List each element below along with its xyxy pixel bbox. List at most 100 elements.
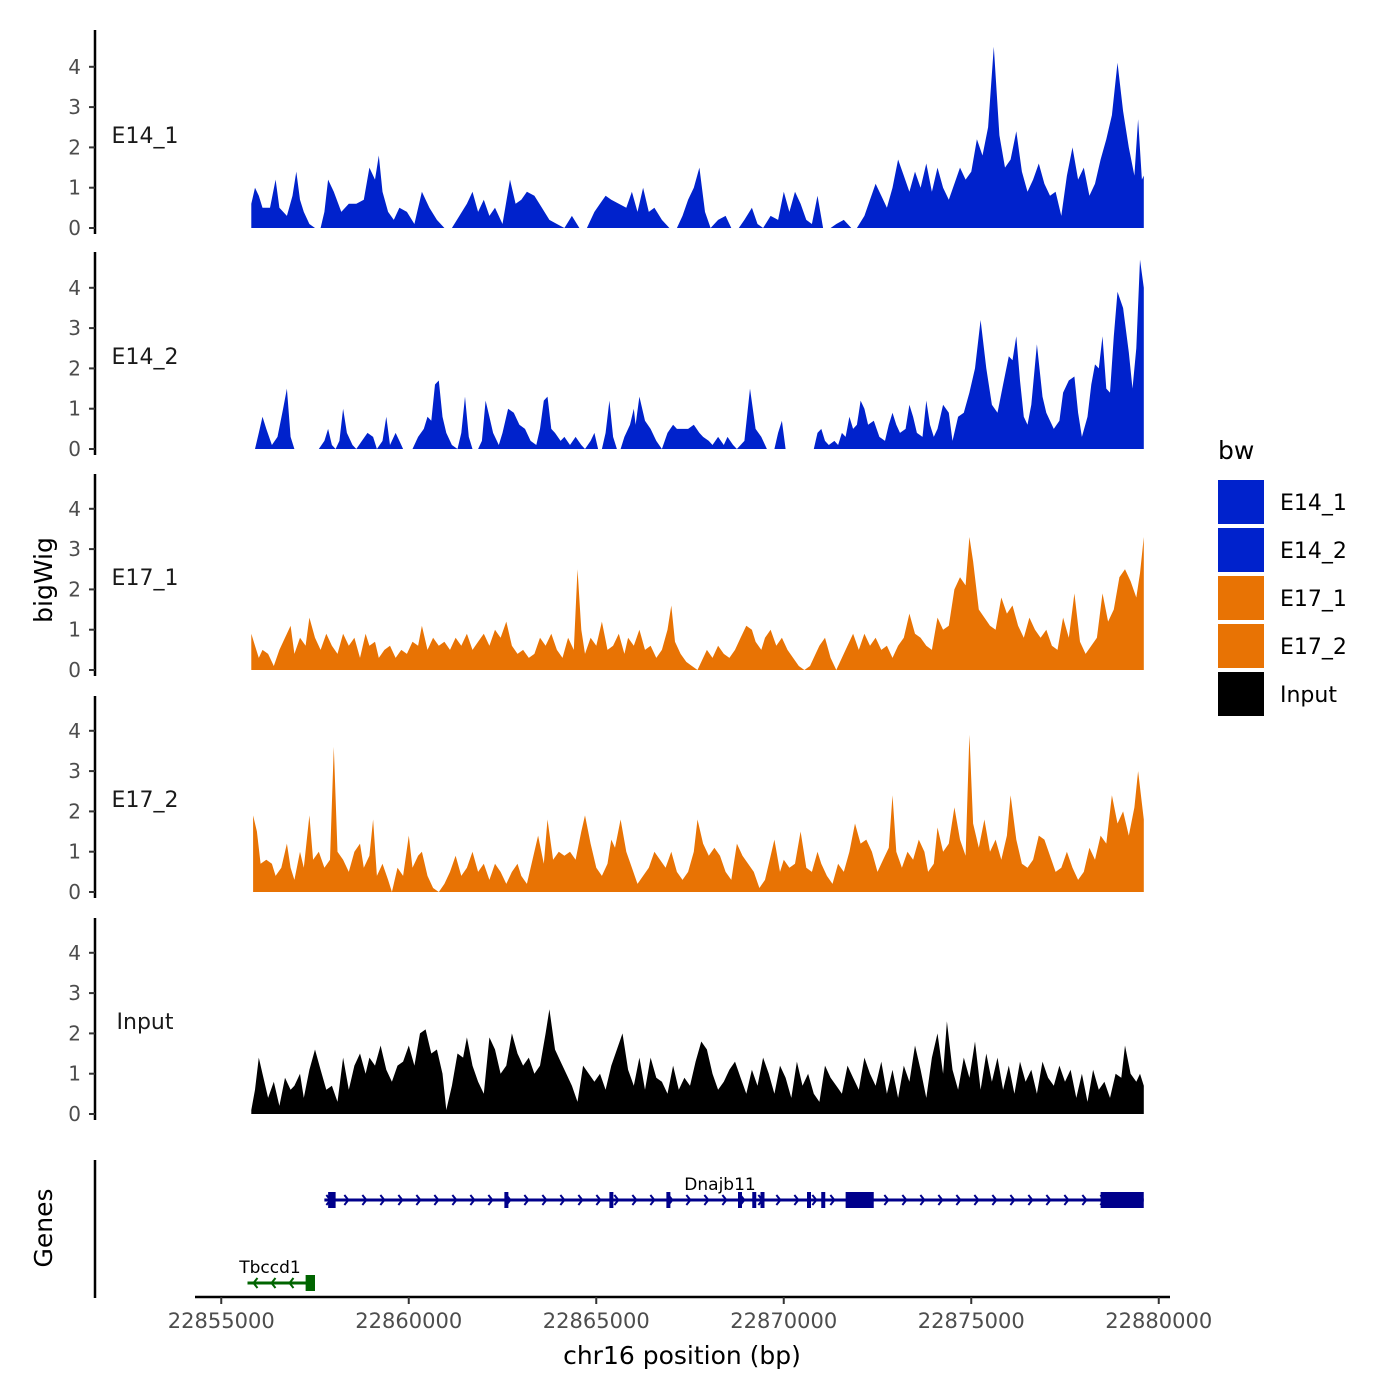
x-axis: 22855000 22860000 22865000 22870000 22875000…: [168, 1295, 1212, 1333]
strand-arrow: [469, 1194, 476, 1206]
legend-label: Input: [1280, 683, 1337, 708]
strand-arrow: [1045, 1194, 1052, 1206]
y-tick-label: 2: [68, 577, 81, 601]
strand-arrow: [829, 1194, 836, 1206]
gene-label: Dnajb11: [684, 1175, 755, 1195]
coverage-area-E17_1: [251, 537, 1144, 670]
strand-arrow: [685, 1194, 692, 1206]
y-tick-label: 0: [68, 880, 81, 904]
y-tick-label: 2: [68, 1021, 81, 1045]
exon: [738, 1192, 742, 1208]
strand-arrow: [721, 1194, 728, 1206]
legend-key-E14_2: [1218, 528, 1264, 572]
y-tick-label: 0: [68, 216, 81, 240]
exon: [760, 1192, 765, 1208]
coverage-tracks: 0 1 2 3 4 E14_1 0 1 2 3 4 E14_2 0 1 2 3 4 E17_1 0 1 2 3 4 E17_2…: [68, 30, 1144, 1126]
strand-arrow: [379, 1194, 386, 1206]
y-tick-label: 0: [68, 437, 81, 461]
exon: [328, 1192, 336, 1208]
strand-arrow: [1081, 1194, 1088, 1206]
strand-arrow: [577, 1194, 584, 1206]
y-tick-label: 4: [68, 55, 81, 79]
y-tick-label: 0: [68, 658, 81, 682]
exon: [504, 1192, 509, 1208]
track-E17_1: 0 1 2 3 4 E17_1: [68, 474, 1144, 682]
strand-arrow: [487, 1194, 494, 1206]
exon: [821, 1192, 826, 1208]
x-tick-label: 22855000: [168, 1309, 275, 1333]
y-tick-label: 0: [68, 1102, 81, 1126]
legend-label: E14_1: [1280, 491, 1347, 516]
strand-arrow: [1009, 1194, 1016, 1206]
y-tick-label: 3: [68, 981, 81, 1005]
genes-track-label: Genes: [29, 1188, 58, 1267]
strand-arrow: [883, 1194, 890, 1206]
y-tick-label: 3: [68, 759, 81, 783]
gene-Dnajb11: Dnajb11: [324, 1175, 1144, 1208]
strand-arrow: [361, 1194, 368, 1206]
legend-key-E17_2: [1218, 624, 1264, 668]
track-label: E17_1: [112, 566, 179, 591]
strand-arrow: [613, 1194, 620, 1206]
track-label: E14_2: [112, 345, 179, 370]
strand-arrow: [703, 1194, 710, 1206]
genes-track: Dnajb11 Tbccd1: [93, 1160, 1144, 1298]
strand-arrow: [793, 1194, 800, 1206]
x-tick-label: 22860000: [355, 1309, 462, 1333]
strand-arrow: [775, 1194, 782, 1206]
track-E17_2: 0 1 2 3 4 E17_2: [68, 696, 1144, 904]
strand-arrow: [270, 1277, 277, 1289]
y-tick-label: 1: [68, 1062, 81, 1086]
strand-arrow: [288, 1277, 295, 1289]
legend-key-E17_1: [1218, 576, 1264, 620]
exon: [609, 1192, 614, 1208]
y-tick-label: 3: [68, 316, 81, 340]
strand-arrow: [433, 1194, 440, 1206]
gene-label: Tbccd1: [238, 1258, 300, 1278]
strand-arrow: [541, 1194, 548, 1206]
strand-arrow: [901, 1194, 908, 1206]
y-tick-label: 4: [68, 497, 81, 521]
gene-Tbccd1: Tbccd1: [238, 1258, 315, 1291]
strand-arrow: [1063, 1194, 1070, 1206]
exon: [666, 1192, 671, 1208]
x-tick-label: 22880000: [1105, 1309, 1212, 1333]
coverage-area-E17_2: [253, 734, 1144, 892]
legend-title: bw: [1218, 436, 1254, 465]
x-axis-title: chr16 position (bp): [563, 1341, 801, 1370]
strand-arrow: [415, 1194, 422, 1206]
strand-arrow: [973, 1194, 980, 1206]
exon: [807, 1192, 811, 1208]
strand-arrow: [397, 1194, 404, 1206]
strand-arrow: [559, 1194, 566, 1206]
track-E14_2: 0 1 2 3 4 E14_2: [68, 252, 1144, 461]
track-Input: 0 1 2 3 4 Input: [68, 918, 1144, 1126]
y-tick-label: 1: [68, 397, 81, 421]
legend: bw E14_1 E14_2 E17_1 E17_2 Input: [1218, 436, 1347, 716]
strand-arrow: [937, 1194, 944, 1206]
y-tick-label: 4: [68, 941, 81, 965]
strand-arrow: [811, 1194, 818, 1206]
y-tick-label: 4: [68, 719, 81, 743]
legend-key-E14_1: [1218, 480, 1264, 524]
coverage-area-Input: [251, 1009, 1144, 1114]
y-tick-label: 2: [68, 799, 81, 823]
exon: [845, 1192, 874, 1208]
exon: [305, 1275, 315, 1291]
strand-arrow: [1027, 1194, 1034, 1206]
strand-arrow: [955, 1194, 962, 1206]
x-tick-label: 22875000: [918, 1309, 1025, 1333]
strand-arrow: [991, 1194, 998, 1206]
legend-label: E17_2: [1280, 635, 1347, 660]
exon: [752, 1192, 757, 1208]
track-E14_1: 0 1 2 3 4 E14_1: [68, 30, 1144, 240]
y-tick-label: 3: [68, 537, 81, 561]
y-tick-label: 3: [68, 95, 81, 119]
x-tick-label: 22865000: [543, 1309, 650, 1333]
strand-arrow: [649, 1194, 656, 1206]
coverage-area-E14_2: [255, 259, 1144, 449]
track-label: E17_2: [112, 788, 179, 813]
y-axis-title: bigWig: [29, 537, 58, 623]
track-label: E14_1: [112, 124, 179, 149]
